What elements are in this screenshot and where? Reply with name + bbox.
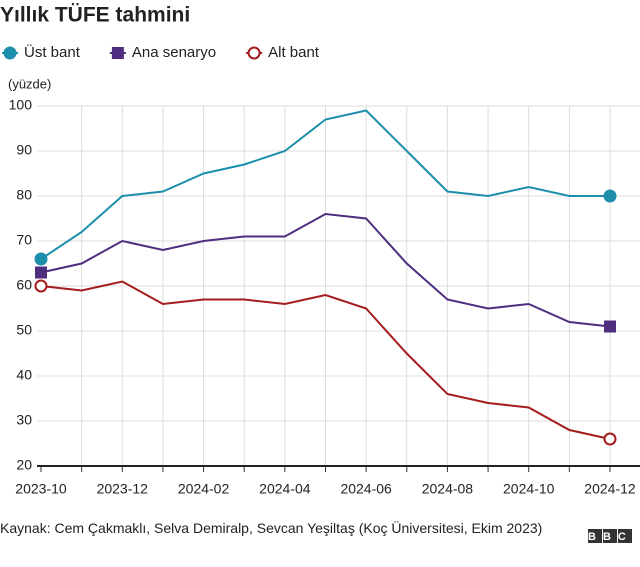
x-tick-label: 2023-10 [15,481,67,497]
end-marker [603,189,617,203]
series-line [40,109,610,260]
x-tick-label: 2024-06 [340,481,392,497]
y-tick-label: 100 [9,97,33,113]
x-tick-label: 2024-08 [422,481,474,497]
end-marker [603,432,617,446]
y-tick-label: 20 [16,457,32,473]
logo: BBC [588,531,633,543]
x-tick-label: 2023-12 [97,481,149,497]
legend-marker [111,47,124,59]
legend-label: Üst bant [24,43,81,61]
logo-box [588,529,602,543]
y-tick-label: 80 [16,187,32,203]
legend-marker [247,46,261,60]
logo-box [618,529,632,543]
end-marker [34,252,48,266]
legend-marker [3,46,17,60]
x-tick-label: 2024-12 [584,481,636,497]
y-tick-label: 30 [16,412,32,428]
end-marker [34,279,48,293]
series-line [40,280,611,440]
x-tick-label: 2024-02 [178,481,230,497]
y-tick-label: 40 [16,367,32,383]
legend-label: Ana senaryo [132,44,216,61]
y-tick-label: 60 [16,277,32,293]
y-tick-label: 50 [16,322,32,338]
end-marker [604,320,616,333]
x-tick-label: 2024-04 [259,481,311,497]
end-marker [35,266,47,279]
source: Kaynak: Cem Çakmaklı, Selva Demiralp, Se… [0,520,543,536]
logo-box [603,529,617,543]
series-line [40,212,611,328]
y-tick-label: 70 [16,232,32,248]
legend-label: Alt bant [268,44,320,61]
chart-title: Yıllık TÜFE tahmini [0,4,190,27]
x-tick-label: 2024-10 [503,481,555,497]
y-tick-label: 90 [16,142,32,158]
y-axis-label: (yüzde) [8,76,51,91]
